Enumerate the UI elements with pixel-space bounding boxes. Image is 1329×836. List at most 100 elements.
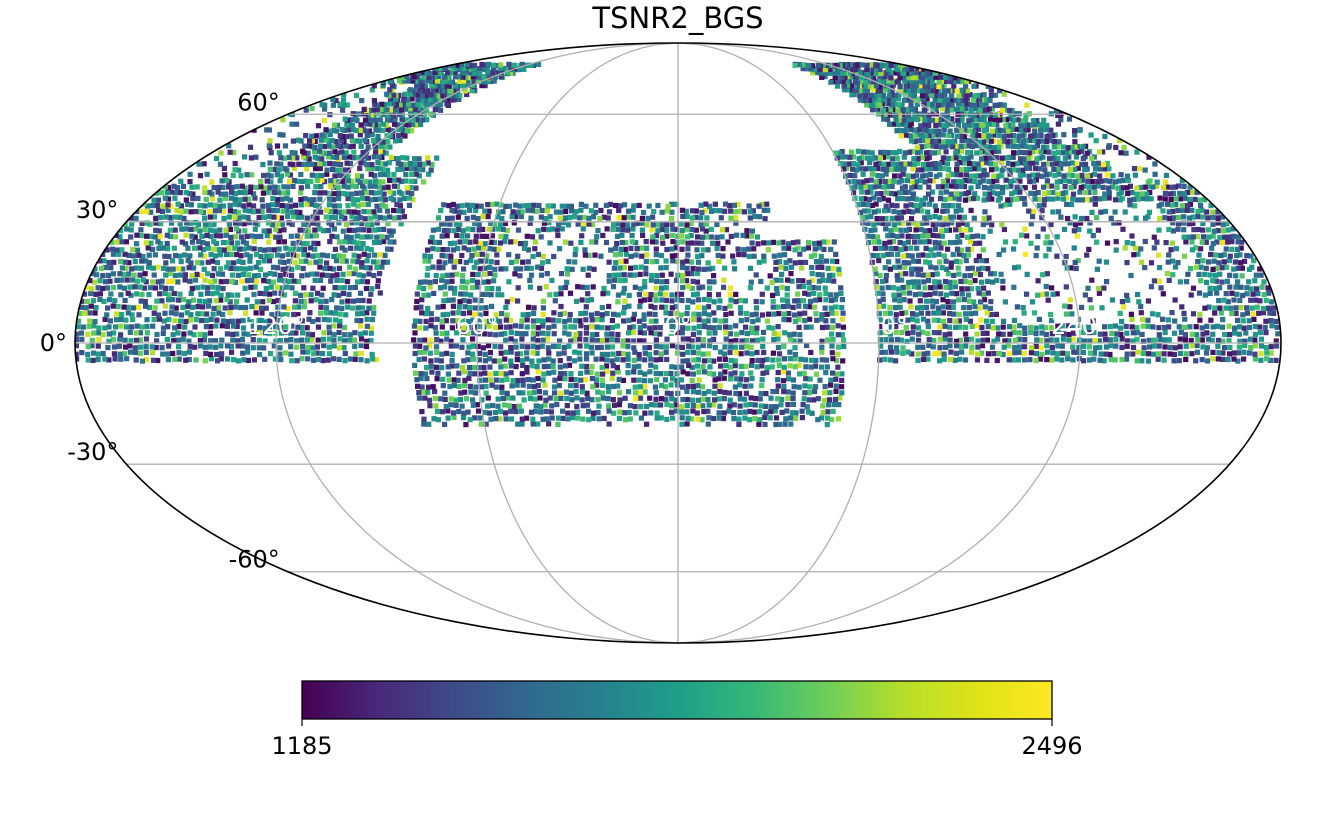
sky-pixel [585,272,591,278]
sky-pixel [737,297,743,304]
sky-pixel [1132,245,1138,251]
sky-pixel [485,279,491,285]
sky-pixel [658,265,664,271]
sky-pixel [298,258,304,264]
sky-pixel [314,178,320,184]
sky-pixel [902,246,908,252]
sky-pixel [818,364,825,370]
sky-pixel [535,264,541,270]
sky-pixel [716,410,722,416]
sky-pixel [360,201,366,207]
sky-pixel [1198,203,1204,209]
sky-pixel [188,260,194,266]
sky-pixel [542,402,548,408]
sky-pixel [926,342,932,349]
sky-pixel [354,317,360,324]
sky-pixel [1062,303,1068,309]
sky-pixel [461,369,467,375]
sky-pixel [923,259,929,265]
sky-pixel [435,304,441,310]
sky-pixel [99,285,106,292]
sky-pixel [904,177,910,184]
sky-pixel [300,330,306,336]
sky-pixel [669,364,675,370]
sky-pixel [489,303,495,309]
sky-pixel [265,220,272,226]
sky-pixel [599,325,605,331]
sky-pixel [907,298,913,304]
sky-pixel [732,384,738,390]
sky-pixel [613,202,619,209]
sky-pixel [1059,323,1065,329]
sky-pixel [1062,178,1068,184]
sky-pixel [1252,323,1258,330]
sky-pixel [216,207,222,214]
sky-pixel [171,338,177,344]
sky-pixel [749,375,755,382]
sky-pixel [1012,350,1018,356]
sky-pixel [1000,351,1006,358]
sky-pixel [181,350,187,357]
sky-pixel [817,292,823,298]
sky-pixel [1162,196,1168,202]
sky-pixel [512,323,519,329]
sky-pixel [1113,247,1119,253]
sky-pixel [988,312,994,318]
sky-pixel [866,208,872,214]
sky-pixel [262,291,268,297]
sky-pixel [497,318,503,324]
sky-pixel [529,234,536,240]
sky-pixel [956,297,962,303]
sky-pixel [658,356,664,362]
sky-pixel [1035,172,1041,178]
sky-pixel [1094,266,1100,272]
sky-pixel [891,208,897,215]
sky-pixel [938,228,945,234]
sky-pixel [910,209,916,215]
sky-pixel [149,279,156,285]
sky-pixel [1129,324,1135,330]
sky-pixel [956,196,962,202]
sky-pixel [594,310,600,317]
sky-pixel [888,324,894,330]
sky-pixel [689,285,695,292]
sky-pixel [563,389,569,395]
sky-pixel [87,318,93,324]
sky-pixel [1097,331,1103,337]
sky-pixel [1108,356,1114,362]
sky-pixel [1080,177,1086,183]
sky-pixel [419,297,425,303]
sky-pixel [244,172,250,178]
sky-pixel [106,297,113,303]
sky-pixel [372,227,378,233]
sky-pixel [232,279,238,285]
sky-pixel [188,312,194,318]
sky-pixel [805,245,811,251]
sky-pixel [885,284,891,291]
sky-pixel [564,271,571,277]
sky-pixel [813,371,820,377]
sky-pixel [1220,222,1226,228]
sky-pixel [669,253,675,259]
sky-pixel [728,371,734,377]
sky-pixel [223,251,230,257]
sky-pixel [1168,247,1174,253]
sky-pixel [567,317,573,323]
sky-pixel [1091,329,1097,336]
sky-pixel [1044,349,1051,355]
sky-pixel [642,383,648,390]
sky-pixel [1170,215,1177,221]
sky-pixel [887,310,893,316]
sky-pixel [109,246,116,252]
sky-pixel [524,233,530,239]
sky-pixel [829,258,835,264]
sky-pixel [370,259,377,265]
sky-pixel [524,265,530,271]
sky-pixel [835,351,841,357]
sky-pixel [304,215,310,221]
sky-pixel [880,297,886,303]
sky-pixel [519,209,525,215]
sky-pixel [1011,324,1017,330]
sky-pixel [578,207,584,213]
sky-pixel [773,266,779,272]
